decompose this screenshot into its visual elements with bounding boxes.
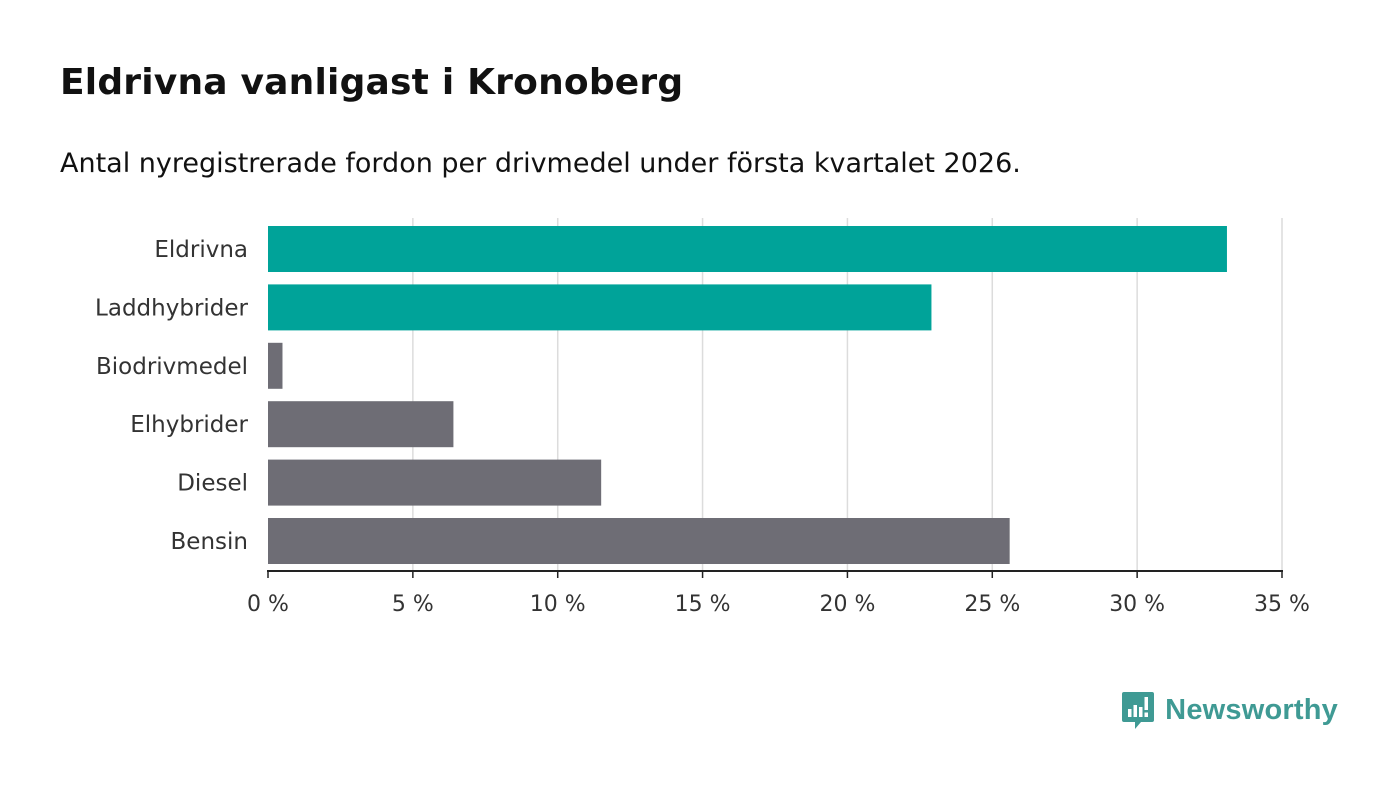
gridlines (412, 218, 1283, 571)
brand-name: Newsworthy (1165, 693, 1338, 726)
x-tick-label: 5 % (392, 592, 434, 617)
x-axis: 0 % 5 % 10 % 15 % 20 % 25 % 30 % 35 % (247, 570, 1310, 617)
bar-laddhybrider (268, 284, 932, 331)
category-label: Elhybrider (130, 412, 248, 438)
category-label: Bensin (171, 529, 248, 555)
x-tick-label: 25 % (964, 592, 1020, 617)
x-tick-label: 0 % (247, 592, 289, 617)
bar-elhybrider (268, 401, 454, 448)
newsworthy-logo-icon (1122, 692, 1155, 729)
bar-bensin (268, 518, 1010, 564)
category-label: Eldrivna (154, 237, 248, 263)
category-label: Diesel (177, 471, 248, 497)
chart-subtitle: Antal nyregistrerade fordon per drivmede… (60, 148, 1021, 179)
bars (268, 226, 1227, 564)
category-labels: Eldrivna Laddhybrider Biodrivmedel Elhybrid… (95, 237, 248, 555)
chart-title: Eldrivna vanligast i Kronoberg (60, 62, 684, 103)
category-label: Laddhybrider (95, 295, 248, 321)
x-tick-label: 30 % (1109, 592, 1165, 617)
x-tick-label: 20 % (819, 592, 875, 617)
newsworthy-brand: Newsworthy (1121, 690, 1338, 730)
x-tick-label: 15 % (675, 592, 731, 617)
category-label: Biodrivmedel (96, 354, 248, 380)
bar-eldrivna (268, 226, 1227, 272)
bar-biodrivmedel (268, 342, 283, 389)
x-tick-label: 10 % (530, 592, 586, 617)
bar-diesel (268, 459, 602, 506)
x-tick-label: 35 % (1254, 592, 1310, 617)
